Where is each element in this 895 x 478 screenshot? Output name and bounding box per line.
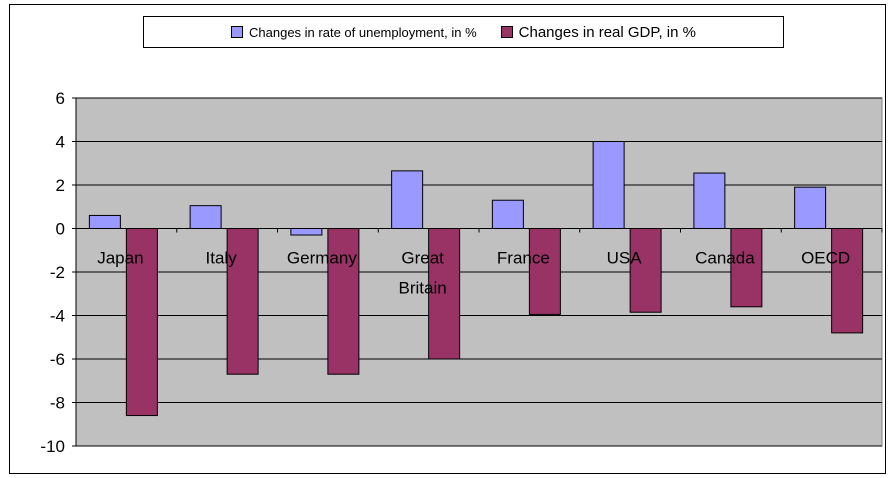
unemployment-bar-canada <box>693 172 726 230</box>
unemployment-bar-japan <box>88 214 121 229</box>
legend-entry-unemployment: Changes in rate of unemployment, in % <box>231 25 477 40</box>
unemployment-bar-oecd <box>794 186 827 230</box>
category-label: Great <box>401 249 444 268</box>
gdp-bar-france <box>528 228 561 315</box>
legend-label-gdp: Changes in real GDP, in % <box>518 23 696 41</box>
unemployment-bar-france <box>491 199 524 230</box>
y-tick-label: -10 <box>40 437 65 456</box>
gdp-bar-canada <box>730 228 763 308</box>
gdp-bar-usa <box>629 228 662 313</box>
gdp-bar-japan <box>125 228 158 417</box>
category-label: OECD <box>801 249 850 268</box>
y-tick-label: 4 <box>56 133 65 152</box>
y-tick-label: -6 <box>50 350 65 369</box>
legend-entry-gdp: Changes in real GDP, in % <box>500 23 696 41</box>
category-label: USA <box>607 249 643 268</box>
category-label: France <box>497 249 550 268</box>
y-tick-label: 2 <box>56 176 65 195</box>
category-label: Canada <box>695 249 755 268</box>
category-label: Britain <box>399 279 447 298</box>
gdp-bar-oecd <box>831 228 864 334</box>
unemployment-bar-great-britain <box>391 170 424 230</box>
legend-label-unemployment: Changes in rate of unemployment, in % <box>249 24 477 40</box>
legend-swatch-unemployment <box>231 26 244 38</box>
y-tick-label: -4 <box>50 307 65 326</box>
y-tick-label: 0 <box>56 220 65 239</box>
gdp-bar-germany <box>327 228 360 375</box>
category-label: Germany <box>287 249 357 268</box>
unemployment-bar-usa <box>592 141 625 229</box>
legend: Changes in rate of unemployment, in % Ch… <box>143 16 784 48</box>
y-tick-label: -2 <box>50 263 65 282</box>
unemployment-bar-germany <box>290 228 323 236</box>
category-label: Japan <box>97 249 143 268</box>
gdp-bar-italy <box>226 228 259 375</box>
category-label: Italy <box>206 249 238 268</box>
gdp-bar-great-britain <box>428 228 461 360</box>
y-tick-label: -8 <box>50 394 65 413</box>
unemployment-bar-italy <box>189 205 222 230</box>
y-tick-label: 6 <box>56 89 65 108</box>
legend-swatch-gdp <box>500 26 513 38</box>
